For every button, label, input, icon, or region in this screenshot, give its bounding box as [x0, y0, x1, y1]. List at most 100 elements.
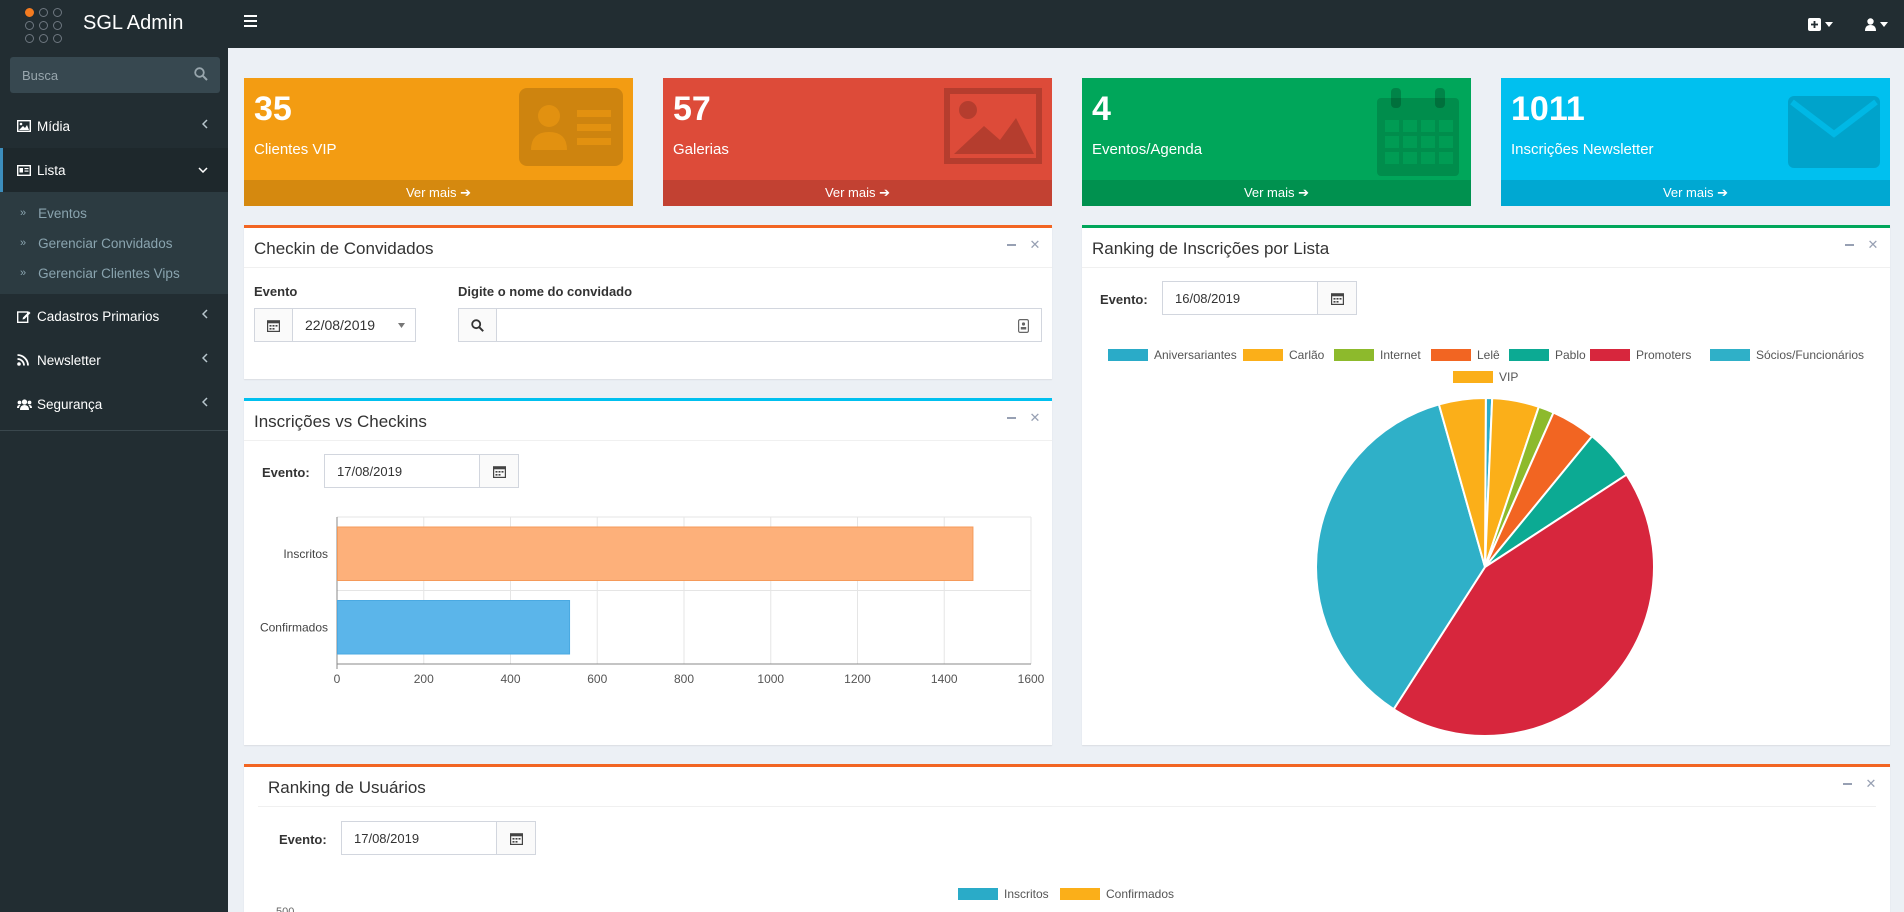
- minimize-button[interactable]: [1006, 412, 1016, 424]
- submenu-item-eventos[interactable]: » Eventos: [20, 205, 87, 221]
- category-label: Confirmados: [260, 620, 328, 634]
- sidebar-item-cadastros-primarios[interactable]: Cadastros Primarios: [0, 294, 228, 338]
- legend-item[interactable]: Internet: [1334, 348, 1421, 362]
- double-angle-right-icon: »: [20, 267, 27, 279]
- pie-legend: Aniversariantes Carlão Internet Lelê Pablo Pr…: [1082, 348, 1890, 388]
- close-button[interactable]: ✕: [1866, 776, 1877, 791]
- logo[interactable]: SGL Admin: [0, 0, 228, 48]
- id-card-icon: [519, 88, 623, 166]
- legend-item[interactable]: Confirmados: [1060, 887, 1174, 901]
- x-tick-label: 1200: [844, 672, 871, 686]
- search-icon: [459, 309, 497, 341]
- legend-item[interactable]: Sócios/Funcionários: [1710, 348, 1864, 362]
- close-button[interactable]: ✕: [1029, 237, 1041, 252]
- legend-label: Lelê: [1477, 348, 1500, 362]
- infobox-value: 35: [254, 90, 292, 128]
- legend-label: VIP: [1499, 370, 1519, 384]
- arrow-circle-right-icon: ➔: [460, 185, 472, 200]
- legend-swatch: [1453, 371, 1493, 383]
- legend-item[interactable]: Aniversariantes: [1108, 348, 1237, 362]
- edit-icon: [17, 310, 31, 323]
- evento-date-input[interactable]: [342, 822, 496, 854]
- close-button[interactable]: ✕: [1868, 237, 1879, 252]
- caret-down-icon: [398, 323, 405, 328]
- minus-icon: [1006, 244, 1016, 246]
- close-button[interactable]: ✕: [1030, 410, 1041, 425]
- arrow-circle-right-icon: ➔: [1298, 185, 1310, 200]
- menu-toggle-icon[interactable]: [244, 15, 257, 31]
- infobox-label: Galerias: [673, 141, 729, 158]
- evento-label: Evento: [254, 284, 298, 299]
- sidebar-item-lista[interactable]: Lista: [0, 148, 228, 192]
- search-input[interactable]: [10, 57, 220, 93]
- plus-square-icon: [1808, 17, 1821, 31]
- contact-card-icon[interactable]: [1018, 319, 1029, 333]
- sidebar-item-newsletter[interactable]: Newsletter: [0, 338, 228, 382]
- sidebar-item-label: Newsletter: [37, 352, 101, 368]
- legend-label: Internet: [1380, 348, 1421, 362]
- app-title: SGL Admin: [83, 12, 184, 34]
- evento-select[interactable]: 22/08/2019: [254, 308, 416, 342]
- inscricoes-bar-chart: 0 200 400 600 800 1000 1200 1400 1600 Inscritos Co…: [260, 516, 1045, 686]
- evento-date-group: [1162, 281, 1357, 315]
- y-axis-tick: 500: [276, 906, 295, 912]
- evento-select-value: 22/08/2019: [305, 317, 376, 333]
- sidebar-item-label: Segurança: [37, 396, 103, 412]
- legend-swatch: [1108, 349, 1148, 361]
- sidebar-item-midia[interactable]: Mídia: [0, 104, 228, 148]
- legend-item[interactable]: Lelê: [1431, 348, 1500, 362]
- x-tick-label: 800: [674, 672, 694, 686]
- guest-name-input[interactable]: [497, 309, 1018, 341]
- usuarios-legend: Inscritos Confirmados: [244, 887, 1890, 907]
- ranking-pie-chart: [1315, 396, 1655, 737]
- ver-mais-link[interactable]: Ver mais ➔: [1501, 180, 1890, 206]
- infobox-value: 57: [673, 90, 711, 128]
- arrow-circle-right-icon: ➔: [1717, 185, 1729, 200]
- add-menu-button[interactable]: [1792, 0, 1849, 48]
- ver-mais-link[interactable]: Ver mais ➔: [244, 180, 633, 206]
- evento-date-input[interactable]: [1163, 282, 1317, 314]
- chevron-down-icon: [198, 167, 208, 173]
- legend-item[interactable]: VIP: [1453, 370, 1518, 384]
- legend-swatch: [1060, 888, 1100, 900]
- close-icon: ✕: [1029, 237, 1041, 252]
- submenu-item-gerenciar-clientes-vips[interactable]: » Gerenciar Clientes Vips: [20, 265, 180, 281]
- legend-item[interactable]: Carlão: [1243, 348, 1324, 362]
- calendar-button[interactable]: [496, 822, 535, 854]
- legend-item[interactable]: Inscritos: [958, 887, 1049, 901]
- ver-mais-link[interactable]: Ver mais ➔: [663, 180, 1052, 206]
- category-label: Inscritos: [283, 547, 328, 561]
- legend-label: Aniversariantes: [1154, 348, 1237, 362]
- sidebar-item-seguranca[interactable]: Segurança: [0, 382, 228, 426]
- legend-swatch: [1590, 349, 1630, 361]
- legend-item[interactable]: Promoters: [1590, 348, 1691, 362]
- guest-search-group: [458, 308, 1042, 342]
- search-icon[interactable]: [194, 67, 208, 81]
- ver-mais-link[interactable]: Ver mais ➔: [1082, 180, 1471, 206]
- x-tick-label: 1000: [757, 672, 784, 686]
- legend-swatch: [958, 888, 998, 900]
- evento-label: Evento:: [1100, 292, 1148, 307]
- legend-label: Carlão: [1289, 348, 1325, 362]
- x-tick-label: 1600: [1018, 672, 1045, 686]
- calendar-button[interactable]: [479, 455, 518, 487]
- infobox-value: 4: [1092, 90, 1111, 128]
- pie-slice[interactable]: [1392, 473, 1655, 737]
- minimize-button[interactable]: [1842, 778, 1852, 790]
- chevron-left-icon: [202, 397, 208, 407]
- pie-slice[interactable]: [1315, 403, 1487, 711]
- inscricoes-checkins-panel: Inscrições vs Checkins ✕ Evento: 0 200 400…: [244, 398, 1052, 745]
- calendar-button[interactable]: [1317, 282, 1356, 314]
- pie-slice[interactable]: [1437, 397, 1487, 568]
- submenu-item-gerenciar-convidados[interactable]: » Gerenciar Convidados: [20, 235, 173, 251]
- chevron-left-icon: [202, 353, 208, 363]
- legend-item[interactable]: Pablo: [1509, 348, 1586, 362]
- users-icon: [17, 398, 32, 410]
- user-menu-button[interactable]: [1849, 0, 1904, 48]
- minimize-button[interactable]: [1844, 239, 1854, 251]
- evento-date-input[interactable]: [325, 455, 479, 487]
- x-tick-label: 1400: [931, 672, 958, 686]
- chevron-left-icon: [202, 309, 208, 319]
- minimize-button[interactable]: [1006, 239, 1016, 251]
- ranking-lista-panel: Ranking de Inscrições por Lista ✕ Evento…: [1082, 225, 1890, 745]
